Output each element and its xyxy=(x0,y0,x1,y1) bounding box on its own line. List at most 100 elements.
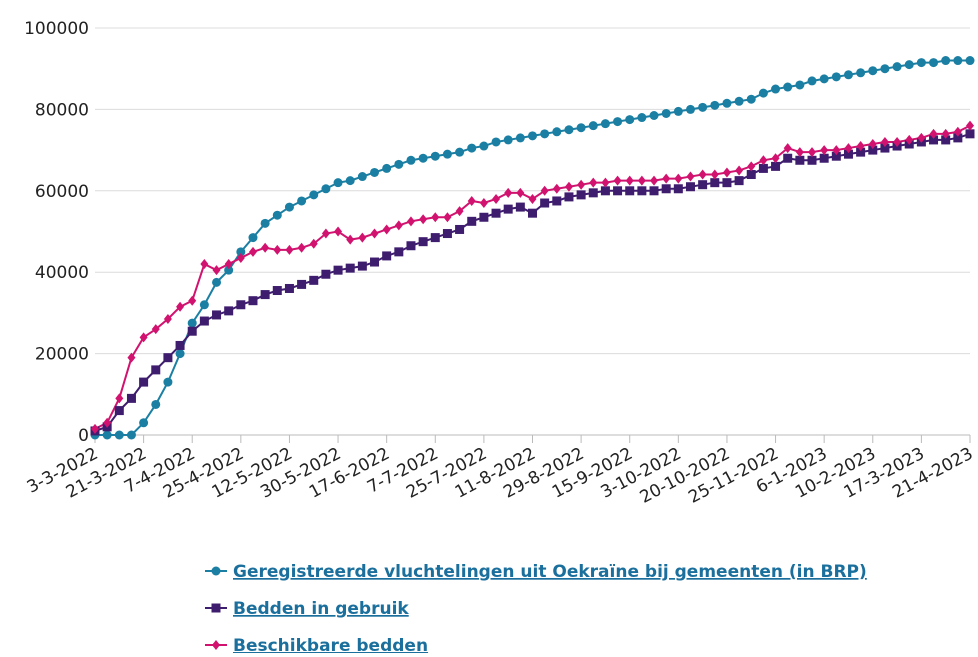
point xyxy=(442,229,452,239)
point xyxy=(467,195,476,206)
point xyxy=(479,212,489,222)
point xyxy=(771,153,780,164)
legend-label[interactable]: Bedden in gebruik xyxy=(233,599,409,619)
point xyxy=(941,128,950,139)
point xyxy=(248,246,257,257)
point xyxy=(176,301,185,312)
point xyxy=(309,275,319,285)
point xyxy=(236,247,246,257)
point xyxy=(467,216,477,226)
point xyxy=(272,210,282,220)
point xyxy=(661,184,671,194)
point xyxy=(783,153,793,163)
point xyxy=(722,178,732,188)
point xyxy=(673,184,683,194)
point xyxy=(273,244,282,255)
point xyxy=(151,365,161,375)
point xyxy=(102,430,112,440)
point xyxy=(589,177,598,188)
point xyxy=(637,113,647,123)
point xyxy=(297,279,307,289)
point xyxy=(236,252,245,263)
point xyxy=(929,58,939,68)
point xyxy=(637,186,647,196)
point xyxy=(843,149,853,159)
point xyxy=(382,251,392,261)
point xyxy=(698,180,708,190)
point xyxy=(297,242,306,253)
legend-label[interactable]: Geregistreerde vluchtelingen uit Oekraïn… xyxy=(233,562,867,582)
point xyxy=(491,137,501,147)
point xyxy=(175,349,185,359)
point xyxy=(552,183,561,194)
point xyxy=(758,88,768,98)
point xyxy=(917,132,926,143)
point xyxy=(540,185,549,196)
point xyxy=(625,186,635,196)
point xyxy=(807,155,817,165)
point xyxy=(795,155,805,165)
point xyxy=(843,70,853,80)
point xyxy=(832,145,841,156)
point xyxy=(588,188,598,198)
point xyxy=(455,147,465,157)
point xyxy=(710,169,719,180)
point xyxy=(771,161,781,171)
point xyxy=(868,145,878,155)
point xyxy=(759,155,768,166)
point xyxy=(479,198,488,209)
point xyxy=(904,60,914,70)
point xyxy=(515,202,525,212)
point xyxy=(540,198,550,208)
point xyxy=(650,175,659,186)
series-line xyxy=(95,59,970,436)
point xyxy=(795,80,805,90)
point xyxy=(528,131,537,141)
point xyxy=(114,406,124,416)
point xyxy=(613,117,623,127)
point xyxy=(272,286,282,296)
point xyxy=(297,196,307,206)
point xyxy=(200,259,209,270)
point xyxy=(212,277,222,287)
point xyxy=(236,300,246,310)
point xyxy=(261,242,270,253)
point xyxy=(807,76,817,86)
point xyxy=(576,190,586,200)
point xyxy=(321,228,330,239)
point xyxy=(698,169,707,180)
point xyxy=(880,64,890,74)
point xyxy=(492,193,501,204)
point xyxy=(564,181,573,192)
point xyxy=(893,136,902,147)
point xyxy=(345,263,355,273)
point xyxy=(394,220,403,231)
point xyxy=(442,149,452,159)
point xyxy=(965,56,975,66)
point xyxy=(698,102,708,112)
point xyxy=(430,151,440,161)
point xyxy=(552,127,562,137)
point xyxy=(892,62,902,72)
point xyxy=(357,261,367,271)
point xyxy=(941,56,951,66)
point xyxy=(515,133,525,143)
point xyxy=(710,100,720,110)
point xyxy=(674,173,683,184)
point xyxy=(771,84,781,94)
point xyxy=(856,147,866,157)
point xyxy=(163,353,173,363)
point xyxy=(941,135,951,145)
point xyxy=(819,74,829,84)
point xyxy=(212,265,221,276)
point xyxy=(710,178,720,188)
point xyxy=(600,186,610,196)
point xyxy=(735,165,744,176)
legend-label[interactable]: Beschikbare bedden xyxy=(233,636,428,656)
point xyxy=(734,96,744,106)
point xyxy=(91,423,99,434)
point xyxy=(662,173,671,184)
y-tick-label: 100000 xyxy=(24,19,89,39)
point xyxy=(820,145,829,156)
